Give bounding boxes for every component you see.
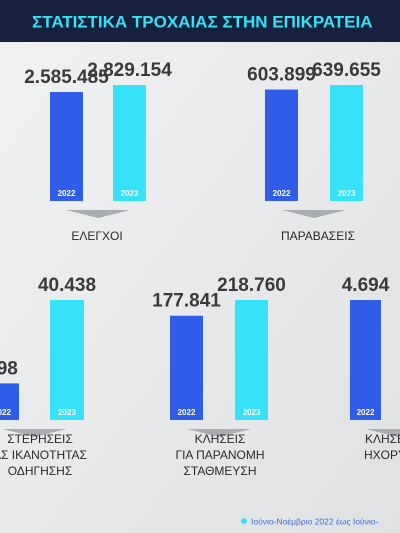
caption: ΠΑΡΑΒΑΣΕΙΣ xyxy=(281,229,355,243)
year-label: 2022 xyxy=(0,408,11,417)
value-label: 4.694 xyxy=(342,275,390,296)
caption: ΗΧΟΡΥ xyxy=(364,448,400,462)
caption: ΑΣ ΙΚΑΝΟΤΗΤΑΣ xyxy=(0,448,87,462)
bar xyxy=(113,85,146,201)
title-band xyxy=(0,0,400,42)
year-label: 2023 xyxy=(121,189,139,198)
bar xyxy=(235,300,268,420)
caption: ΚΛΗΣΕΙΣ xyxy=(195,432,246,446)
year-label: 2023 xyxy=(338,189,356,198)
title: ΣΤΑΤΙΣΤΙΚΑ ΤΡΟΧΑΙΑΣ ΣΤΗΝ ΕΠΙΚΡΑΤΕΙΑ xyxy=(32,12,373,31)
pointer xyxy=(66,210,130,218)
caption: ΣΤΑΘΜΕΥΣΗ xyxy=(183,464,256,478)
pointer xyxy=(2,429,67,437)
value-label: 298 xyxy=(0,358,18,379)
year-label: 2022 xyxy=(178,408,196,417)
year-label: 2023 xyxy=(243,408,261,417)
year-label: 2023 xyxy=(58,408,76,417)
value-label: 177.841 xyxy=(152,291,221,312)
footnote-dot xyxy=(241,518,247,524)
value-label: 40.438 xyxy=(38,275,96,296)
pointer xyxy=(282,210,346,218)
bar xyxy=(265,89,298,201)
bar xyxy=(350,300,381,420)
bar xyxy=(170,315,203,420)
caption: ΕΛΕΓΧΟΙ xyxy=(71,229,122,243)
value-label: 603.899 xyxy=(247,65,316,86)
caption: ΣΤΕΡΗΣΕΙΣ xyxy=(7,432,73,446)
bar xyxy=(0,383,19,420)
value-label: 2.829.154 xyxy=(87,60,172,81)
bar xyxy=(330,85,363,201)
bar xyxy=(50,91,83,201)
year-label: 2022 xyxy=(273,189,291,198)
caption: ΚΛΗΣΕ xyxy=(365,432,400,446)
year-label: 2022 xyxy=(58,189,76,198)
value-label: 2.585.485 xyxy=(24,67,109,88)
value-label: 218.760 xyxy=(217,275,286,296)
pointer xyxy=(366,429,400,437)
caption: ΓΙΑ ΠΑΡΑΝΟΜΗ xyxy=(175,448,264,462)
footnote: Ιούνιο-Νοέμβριο 2022 έως Ιούνιο- xyxy=(251,516,378,526)
value-label: 639.655 xyxy=(312,60,381,81)
caption: ΟΔΗΓΗΣΗΣ xyxy=(8,464,73,478)
year-label: 2022 xyxy=(357,408,375,417)
pointer xyxy=(187,429,251,437)
bar xyxy=(50,300,84,420)
